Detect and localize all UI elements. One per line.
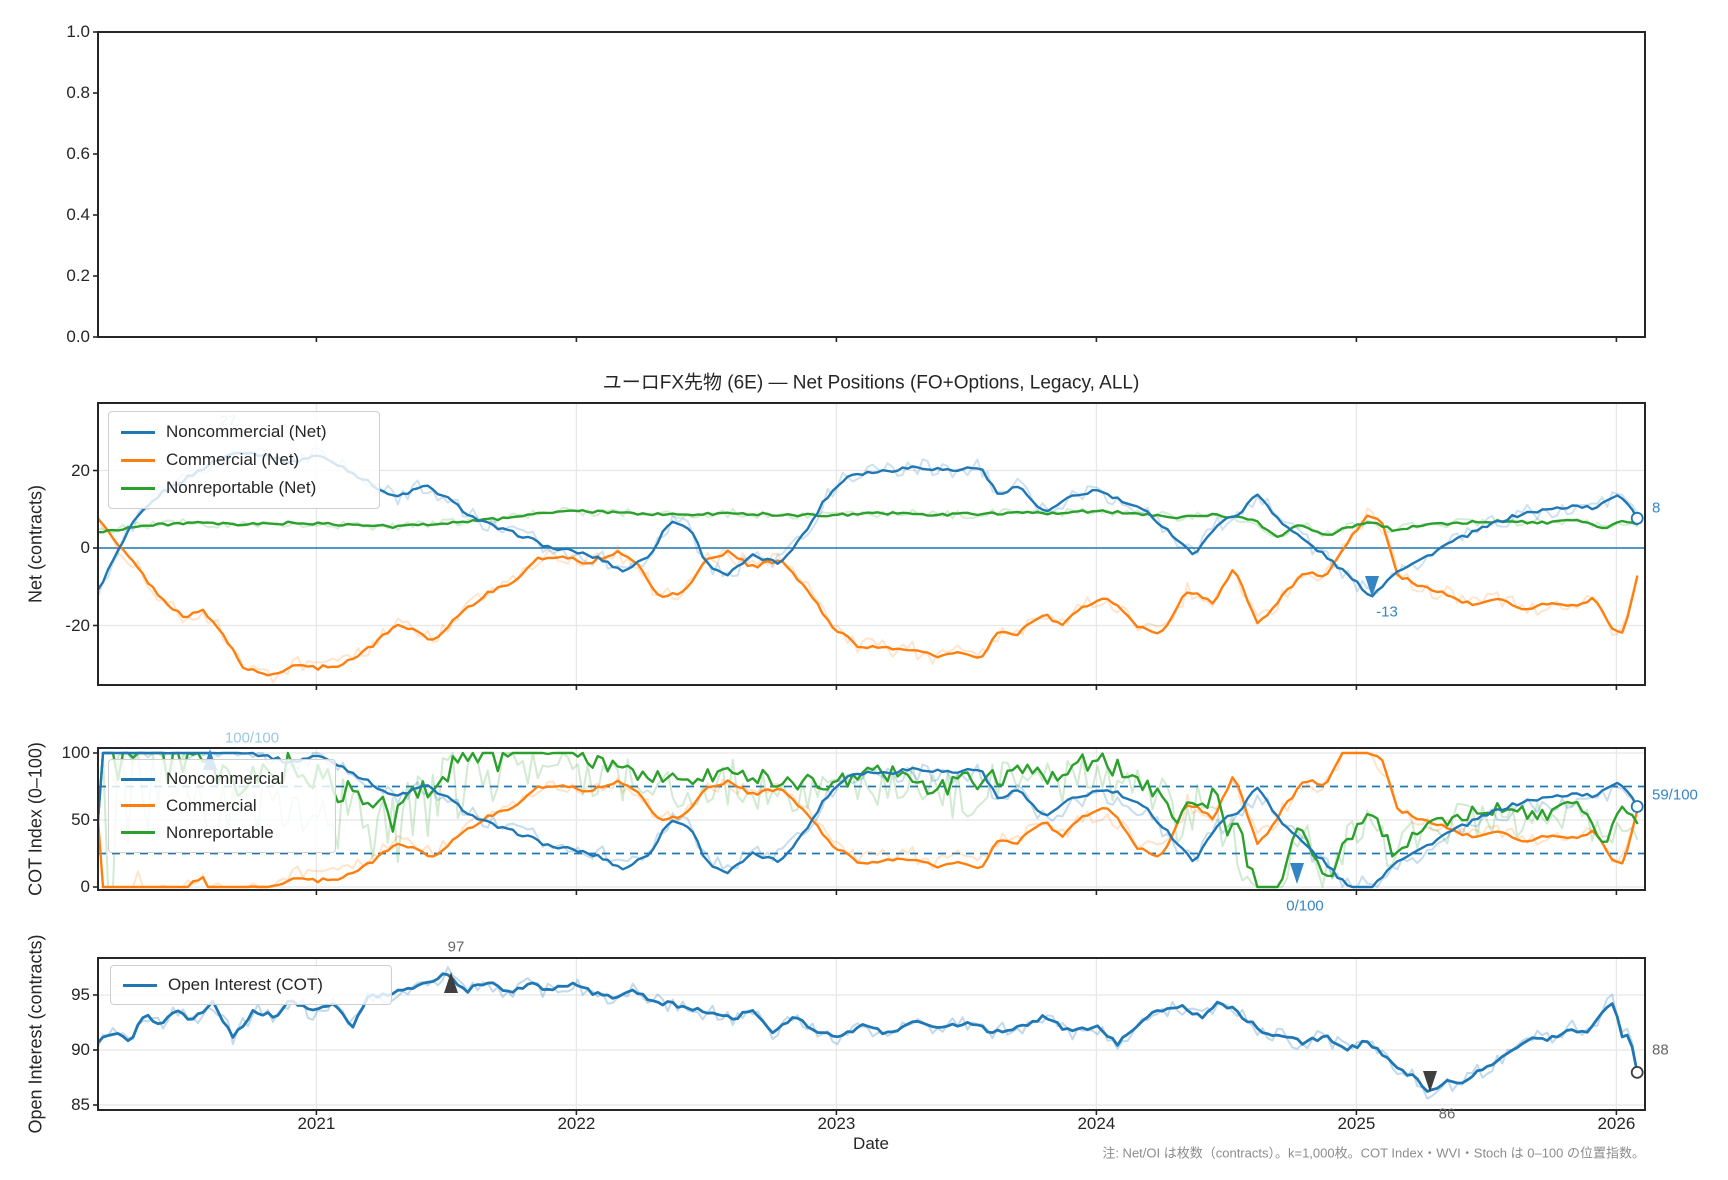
y-tick-label: 90: [71, 1040, 90, 1059]
y-tick-label: 0.0: [66, 327, 90, 346]
x-tick-label: 2021: [297, 1114, 336, 1133]
legend-item-label: Commercial (Net): [166, 450, 300, 469]
legend-item-label: Nonreportable: [166, 822, 274, 842]
x-tick-label: 2023: [817, 1114, 856, 1133]
legend-item-label: Commercial: [166, 795, 257, 815]
legend-item: Noncommercial: [121, 769, 323, 789]
y-axis-label-net: Net (contracts): [25, 484, 46, 604]
legend-line-sample-icon: [121, 804, 155, 808]
y-tick-label: 0: [80, 877, 90, 896]
x-tick-label: 2026: [1597, 1114, 1636, 1133]
legend-line-sample-icon: [121, 486, 155, 490]
legend-item-label: Noncommercial: [166, 769, 285, 789]
annotation-label: 86: [1438, 1105, 1456, 1123]
footnote: 注: Net/OI は枚数（contracts）。k=1,000枚。COT In…: [1102, 1145, 1645, 1161]
annotation-label: 88: [1652, 1041, 1669, 1059]
annotation-label: 97: [447, 938, 465, 956]
y-tick-label: 95: [71, 985, 90, 1004]
legend-line-sample-icon: [121, 458, 155, 462]
chart-title: ユーロFX先物 (6E) — Net Positions (FO+Options…: [602, 372, 1140, 394]
y-tick-label: 0: [80, 538, 90, 557]
legend-item: Open Interest (COT): [123, 975, 379, 995]
legend: Noncommercial (Net) Commercial (Net) Nonre…: [108, 411, 380, 509]
legend-item-label: Nonreportable (Net): [166, 478, 317, 497]
legend-line-sample-icon: [121, 831, 155, 835]
annotation-label: 0/100: [1286, 897, 1324, 915]
y-tick-label: 20: [71, 460, 90, 480]
legend: Noncommercial Commercial Nonreportable: [108, 759, 336, 853]
y-tick-label: 0.6: [66, 144, 90, 163]
legend-line-sample-icon: [123, 983, 157, 987]
y-axis-label-open-interest: Open Interest (contracts): [25, 934, 46, 1134]
x-tick-label: 2022: [557, 1114, 596, 1133]
annotation-label: 59/100: [1652, 786, 1698, 804]
y-tick-label: 0.4: [66, 205, 90, 224]
y-tick-label: 0.2: [66, 266, 90, 285]
x-tick-label: 2024: [1077, 1114, 1116, 1133]
y-tick-label: 1.0: [66, 22, 90, 41]
legend: Open Interest (COT): [110, 965, 392, 1005]
y-tick-label: 0.8: [66, 83, 90, 102]
y-axis-label-cot-index: COT Index (0–100): [25, 742, 46, 896]
annotation-label: 100/100: [224, 729, 280, 747]
legend-item: Nonreportable (Net): [121, 478, 367, 498]
legend-item: Nonreportable: [121, 823, 323, 843]
y-tick-label: 85: [71, 1095, 90, 1114]
legend-item-label: Noncommercial (Net): [166, 422, 327, 441]
legend-item-label: Open Interest (COT): [168, 975, 323, 994]
y-tick-label: 50: [71, 810, 90, 829]
y-tick-label: 100: [61, 743, 90, 762]
legend-line-sample-icon: [121, 777, 155, 781]
y-tick-label: -20: [65, 615, 90, 635]
legend-item: Noncommercial (Net): [121, 422, 367, 442]
x-axis-label: Date: [853, 1134, 889, 1153]
legend-item: Commercial: [121, 796, 323, 816]
annotation-label: 8: [1652, 499, 1661, 517]
annotation-label: -13: [1376, 603, 1398, 621]
legend-item: Commercial (Net): [121, 450, 367, 470]
x-tick-label: 2025: [1337, 1114, 1376, 1133]
legend-line-sample-icon: [121, 430, 155, 434]
